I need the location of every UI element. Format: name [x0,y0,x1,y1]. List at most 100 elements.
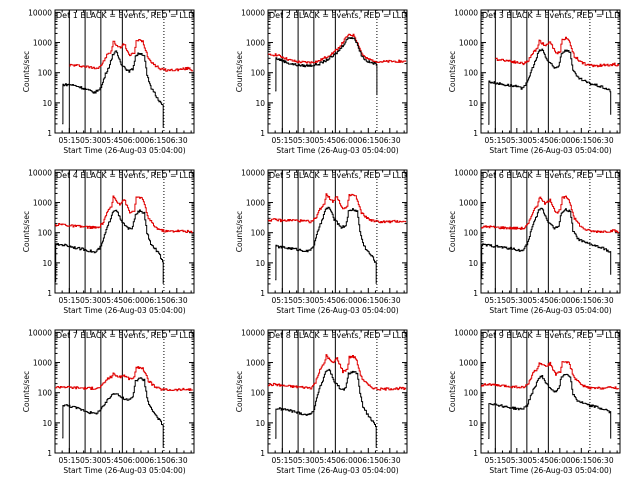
series-group [268,33,407,96]
y-axis-label: Counts/sec [235,371,244,412]
y-tick-label: 10 [42,99,52,108]
panel-det-9: Det 9 BLACK = Events, RED = LLD 1 10 100 100… [448,328,621,475]
y-tick-label: 100 [38,229,53,238]
panel-det-7: Det 7 BLACK = Events, RED = LLD 1 10 100 100… [22,328,195,475]
y-tick-label: 1 [473,129,478,138]
x-tick-label: 06:30 [166,296,188,305]
series-events [275,206,377,284]
y-tick-label: 1 [260,289,265,298]
y-tick-label: 1000 [459,199,478,208]
series-group [481,361,620,439]
panel-det-5: Det 5 BLACK = Events, RED = LLD 1 10 100 100… [235,168,408,315]
series-events [275,368,377,448]
x-tick-label: 06:15 [357,136,379,145]
y-tick-label: 10 [468,419,478,428]
y-axis-label: Counts/sec [235,211,244,252]
panel-det-4: Det 4 BLACK = Events, RED = LLD 1 10 100 100… [22,168,195,315]
panel-det-8: Det 8 BLACK = Events, RED = LLD 1 10 100 100… [235,328,408,475]
y-tick-label: 1 [47,129,52,138]
x-axis-label: Start Time (26-Aug-03 05:04:00) [276,146,398,155]
x-tick-label: 05:15 [485,296,507,305]
series-group [268,354,407,448]
x-tick-label: 05:30 [293,296,315,305]
x-tick-label: 05:30 [293,456,315,465]
x-tick-label: 05:15 [272,296,294,305]
x-tick-label: 05:30 [80,456,102,465]
panel-title: Det 5 BLACK = Events, RED = LLD [269,171,407,180]
x-tick-label: 05:15 [485,456,507,465]
y-tick-label: 10000 [28,328,52,337]
series-lld [481,195,620,234]
series-lld [495,36,620,68]
x-tick-label: 06:00 [123,456,145,465]
y-tick-label: 1 [47,289,52,298]
plot-frame [267,9,408,134]
plot-frame [480,169,621,294]
series-lld [268,193,407,224]
series-events [62,50,164,128]
y-tick-label: 100 [251,69,266,78]
x-tick-label: 06:15 [144,456,166,465]
y-tick-label: 10 [42,259,52,268]
series-events [62,377,164,448]
x-tick-label: 06:15 [144,296,166,305]
plot-frame [480,9,621,134]
x-tick-label: 06:15 [570,296,592,305]
x-tick-label: 06:15 [357,296,379,305]
x-tick-label: 06:15 [570,136,592,145]
x-tick-label: 06:30 [166,136,188,145]
x-tick-label: 05:45 [528,296,550,305]
panel-title: Det 8 BLACK = Events, RED = LLD [269,331,407,340]
panel-title: Det 9 BLACK = Events, RED = LLD [482,331,620,340]
y-tick-label: 100 [251,229,266,238]
y-axis-label: Counts/sec [22,51,31,92]
x-tick-label: 05:15 [272,456,294,465]
x-tick-label: 06:00 [123,136,145,145]
y-tick-label: 10000 [454,168,478,177]
x-tick-label: 06:00 [336,456,358,465]
y-tick-label: 100 [38,69,53,78]
x-tick-label: 06:00 [549,136,571,145]
series-group [55,195,194,284]
panel-det-2: Det 2 BLACK = Events, RED = LLD 1 10 100 100… [235,8,408,155]
x-tick-label: 06:00 [549,456,571,465]
x-axis-label: Start Time (26-Aug-03 05:04:00) [63,146,185,155]
y-tick-label: 1 [260,129,265,138]
x-tick-label: 06:30 [592,136,614,145]
x-tick-label: 05:30 [506,296,528,305]
y-tick-label: 1000 [246,359,265,368]
x-tick-label: 05:45 [528,136,550,145]
y-tick-label: 10000 [28,8,52,17]
y-axis-label: Counts/sec [235,51,244,92]
y-tick-label: 1 [47,449,52,458]
x-axis-label: Start Time (26-Aug-03 05:04:00) [489,146,611,155]
y-tick-label: 100 [464,389,479,398]
series-lld [55,195,194,234]
x-tick-label: 05:45 [102,456,124,465]
x-tick-label: 05:45 [102,136,124,145]
y-tick-label: 1000 [33,39,52,48]
series-lld [481,361,620,390]
plot-frame [480,329,621,454]
series-events [488,373,612,439]
x-axis-label: Start Time (26-Aug-03 05:04:00) [276,466,398,475]
y-tick-label: 10000 [241,328,265,337]
x-tick-label: 05:30 [506,456,528,465]
x-tick-label: 05:45 [315,136,337,145]
panel-title: Det 2 BLACK = Events, RED = LLD [269,11,407,20]
x-tick-label: 06:15 [357,456,379,465]
y-axis-label: Counts/sec [448,211,457,252]
x-tick-label: 06:15 [144,136,166,145]
panel-title: Det 1 BLACK = Events, RED = LLD [56,11,194,20]
x-tick-label: 06:30 [379,136,401,145]
series-group [268,193,407,284]
y-tick-label: 1000 [33,199,52,208]
y-tick-label: 10 [42,419,52,428]
panel-det-1: Det 1 BLACK = Events, RED = LLD 1 10 100 100… [22,8,195,155]
series-group [488,36,620,125]
y-tick-label: 1000 [246,39,265,48]
plot-frame [54,9,195,134]
y-tick-label: 10 [255,419,265,428]
x-axis-label: Start Time (26-Aug-03 05:04:00) [63,306,185,315]
y-tick-label: 10000 [241,8,265,17]
